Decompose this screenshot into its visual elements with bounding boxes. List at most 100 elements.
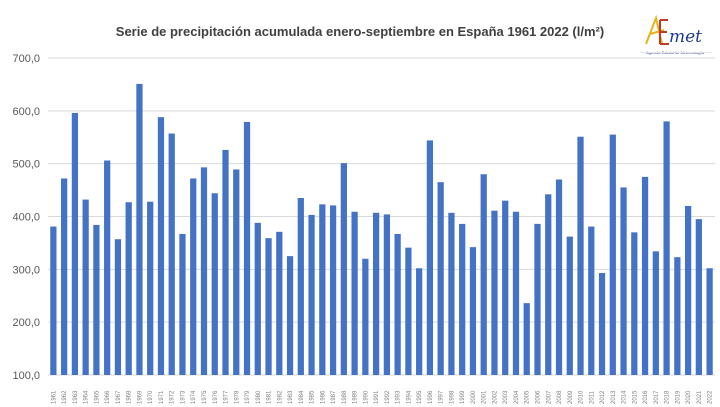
x-tick-label: 1974 xyxy=(191,390,197,404)
bar-2010 xyxy=(577,136,584,375)
bar-2015 xyxy=(631,232,638,375)
x-tick-label: 1980 xyxy=(256,390,262,404)
x-tick-label: 2011 xyxy=(589,390,595,404)
bar-1961 xyxy=(50,226,57,375)
bar-2001 xyxy=(480,174,487,375)
x-tick-label: 1992 xyxy=(385,390,391,404)
x-tick-label: 2015 xyxy=(632,390,638,404)
bar-2013 xyxy=(609,134,616,375)
bar-2005 xyxy=(523,303,530,375)
y-tick-label: 500,0 xyxy=(12,159,40,171)
x-tick-label: 2014 xyxy=(622,390,628,404)
bar-1967 xyxy=(114,239,122,375)
x-tick-label: 1961 xyxy=(51,390,57,404)
bar-1979 xyxy=(243,121,251,376)
bar-2008 xyxy=(555,179,563,375)
x-tick-label: 2022 xyxy=(708,390,714,404)
bar-1981 xyxy=(265,238,272,375)
x-tick-label: 1972 xyxy=(170,390,176,404)
bar-1965 xyxy=(93,224,100,375)
x-tick-label: 2020 xyxy=(686,390,692,404)
bar-1972 xyxy=(168,133,175,375)
bar-1962 xyxy=(61,178,68,375)
bar-1993 xyxy=(394,233,401,375)
x-tick-label: 1997 xyxy=(439,390,445,404)
x-tick-label: 2013 xyxy=(611,390,617,404)
x-tick-label: 1970 xyxy=(148,390,154,404)
bar-1973 xyxy=(179,233,186,375)
x-tick-label: 1964 xyxy=(84,390,90,404)
bar-1994 xyxy=(405,247,412,375)
x-tick-label: 1983 xyxy=(288,390,294,404)
bar-1971 xyxy=(157,117,165,376)
x-tick-label: 2021 xyxy=(697,390,703,404)
bar-2019 xyxy=(674,257,681,375)
bar-2000 xyxy=(469,247,477,375)
x-tick-label: 1968 xyxy=(127,390,133,404)
x-tick-label: 2002 xyxy=(492,390,498,404)
bar-1989 xyxy=(351,211,358,375)
bar-2006 xyxy=(534,223,541,375)
bar-1999 xyxy=(459,223,466,375)
bar-1988 xyxy=(340,163,347,375)
x-tick-label: 1999 xyxy=(460,390,466,404)
bar-1969 xyxy=(136,83,143,375)
x-tick-label: 1966 xyxy=(105,390,111,404)
x-tick-label: 2012 xyxy=(600,390,606,404)
bar-2020 xyxy=(684,205,692,375)
x-tick-label: 2017 xyxy=(654,390,660,404)
x-tick-label: 1965 xyxy=(94,390,100,404)
y-tick-label: 100,0 xyxy=(12,370,40,382)
x-tick-label: 1995 xyxy=(417,390,423,404)
x-tick-label: 1978 xyxy=(234,390,240,404)
x-tick-label: 2019 xyxy=(675,390,681,404)
bar-1985 xyxy=(308,214,315,375)
x-tick-label: 1962 xyxy=(62,390,68,404)
x-tick-label: 1973 xyxy=(180,390,186,404)
bar-1982 xyxy=(276,231,283,375)
logo-e-mark xyxy=(659,19,669,45)
x-tick-label: 1976 xyxy=(213,390,219,404)
bar-1983 xyxy=(286,256,294,376)
bar-1996 xyxy=(426,140,434,375)
x-tick-label: 1963 xyxy=(73,390,79,404)
bar-1991 xyxy=(373,212,380,375)
x-tick-label: 1977 xyxy=(224,390,230,404)
x-tick-label: 1988 xyxy=(342,390,348,404)
bar-1963 xyxy=(71,112,79,375)
x-tick-label: 1971 xyxy=(159,390,165,404)
bar-1964 xyxy=(82,199,89,375)
bar-2012 xyxy=(598,273,606,375)
x-tick-label: 2016 xyxy=(643,390,649,404)
x-tick-label: 2005 xyxy=(525,390,531,404)
x-tick-label: 1994 xyxy=(406,390,412,404)
x-tick-label: 1985 xyxy=(310,390,316,404)
x-tick-label: 1979 xyxy=(245,390,251,404)
bar-1974 xyxy=(190,178,197,375)
bar-2021 xyxy=(695,219,702,375)
bar-1987 xyxy=(329,205,337,375)
x-tick-label: 1989 xyxy=(353,390,359,404)
y-tick-label: 600,0 xyxy=(12,106,40,118)
x-tick-label: 1993 xyxy=(396,390,402,404)
bar-2014 xyxy=(620,187,627,375)
bar-1984 xyxy=(297,198,304,375)
bar-1997 xyxy=(437,182,444,375)
x-tick-label: 2001 xyxy=(482,390,488,404)
bar-1990 xyxy=(362,258,369,375)
bar-1986 xyxy=(319,204,326,375)
x-axis-ticks: 1961 1962 1963 1964 1965 1966 1967 1968 1969 1970… xyxy=(51,390,713,404)
bar-1995 xyxy=(416,268,423,375)
x-tick-label: 2018 xyxy=(665,390,671,404)
x-tick-label: 1990 xyxy=(363,390,369,404)
x-tick-label: 2010 xyxy=(579,390,585,404)
x-tick-label: 2007 xyxy=(546,390,552,404)
bar-2017 xyxy=(652,251,659,375)
y-tick-label: 300,0 xyxy=(12,264,40,276)
bar-1978 xyxy=(233,169,240,375)
y-tick-label: 700,0 xyxy=(12,53,40,65)
x-tick-label: 1987 xyxy=(331,390,337,404)
bar-1968 xyxy=(125,202,132,375)
x-tick-label: 2000 xyxy=(471,390,477,404)
